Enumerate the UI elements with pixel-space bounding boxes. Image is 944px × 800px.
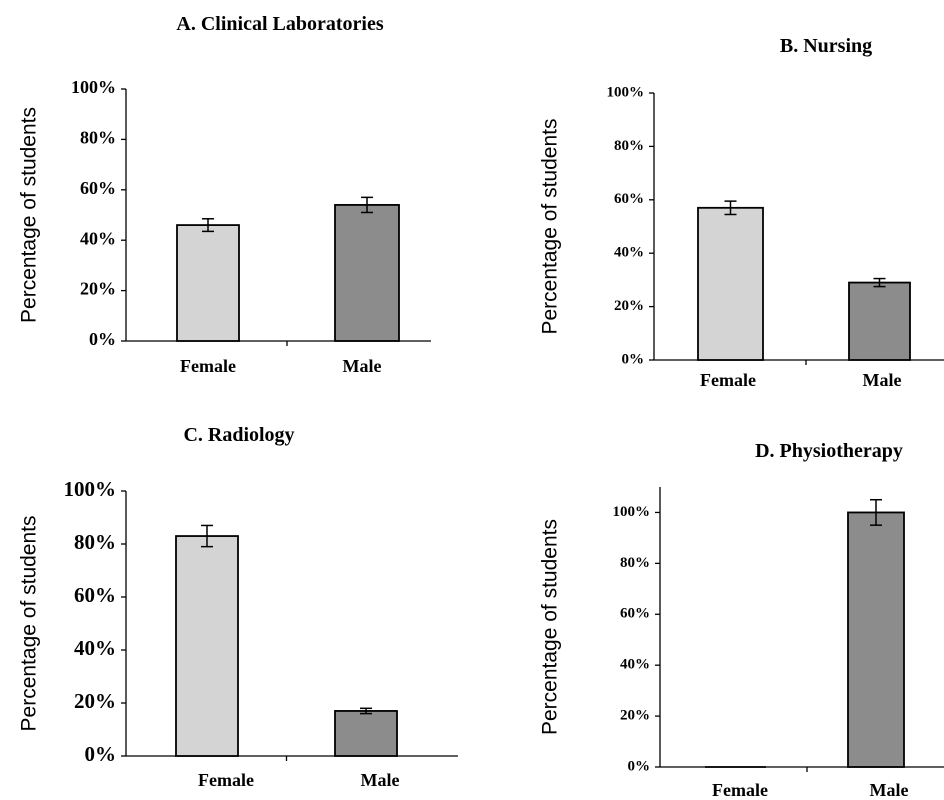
y-tick-label: 20% — [74, 689, 116, 713]
y-tick-label: 20% — [620, 708, 650, 724]
y-tick-label: 100% — [607, 84, 645, 100]
category-label-female: Female — [712, 780, 768, 800]
y-tick-label: 60% — [74, 583, 116, 607]
y-tick-label: 100% — [64, 477, 117, 501]
chart-panel-3: C. Radiology Percentage of students 0% 20% 4… — [18, 424, 458, 790]
category-label-female: Female — [700, 370, 756, 390]
error-bar-male — [870, 498, 882, 526]
bar-female — [697, 206, 764, 361]
error-bar-male — [873, 277, 886, 288]
panel-title: A. Clinical Laboratories — [176, 13, 383, 35]
y-tick-label: 0% — [89, 329, 116, 349]
y-axis-title: Percentage of students — [18, 516, 41, 732]
chart-panel-2: B. Nursing Percentage of students 0% 20% 40%… — [539, 35, 944, 390]
y-tick-label: 40% — [620, 657, 650, 673]
y-tick-label: 80% — [620, 555, 650, 571]
bar-male — [847, 511, 905, 768]
y-axis-title: Percentage of students — [539, 519, 562, 735]
y-tick-label: 40% — [614, 245, 644, 261]
bar-male — [848, 281, 911, 361]
category-label-female: Female — [198, 770, 254, 790]
y-tick-label: 60% — [620, 606, 650, 622]
y-tick-label: 80% — [614, 138, 644, 154]
error-bar-female — [724, 200, 737, 216]
category-label-female: Female — [180, 356, 236, 376]
error-bar-male — [360, 707, 372, 715]
bar-male — [334, 710, 398, 757]
category-label-male: Male — [863, 370, 902, 390]
y-tick-label: 60% — [80, 178, 116, 198]
bar-female — [175, 535, 239, 757]
error-bar-female — [202, 218, 214, 233]
chart-panel-4: D. Physiotherapy Percentage of students 0%… — [539, 440, 944, 800]
y-tick-label: 20% — [614, 298, 644, 314]
chart-panel-1: A. Clinical Laboratories Percentage of st… — [18, 13, 431, 376]
category-label-male: Male — [870, 780, 909, 800]
panel-title: D. Physiotherapy — [755, 440, 903, 462]
y-tick-label: 20% — [80, 279, 116, 299]
y-tick-label: 80% — [74, 530, 116, 554]
panel-title: C. Radiology — [183, 424, 294, 446]
y-axis-title: Percentage of students — [539, 119, 562, 335]
y-tick-label: 0% — [628, 758, 651, 774]
y-tick-label: 60% — [614, 191, 644, 207]
bar-male — [334, 204, 400, 342]
category-label-male: Male — [361, 770, 400, 790]
error-bar-male — [361, 196, 373, 214]
y-tick-label: 0% — [85, 742, 117, 766]
y-tick-label: 40% — [74, 636, 116, 660]
y-tick-label: 80% — [80, 128, 116, 148]
category-label-male: Male — [343, 356, 382, 376]
bar-female — [176, 224, 240, 342]
y-tick-label: 100% — [613, 504, 651, 520]
y-tick-label: 100% — [71, 77, 116, 97]
y-tick-label: 40% — [80, 228, 116, 248]
error-bar-female — [201, 524, 213, 548]
y-axis-title: Percentage of students — [18, 107, 41, 323]
panel-title: B. Nursing — [780, 35, 872, 57]
y-tick-label: 0% — [622, 351, 645, 367]
